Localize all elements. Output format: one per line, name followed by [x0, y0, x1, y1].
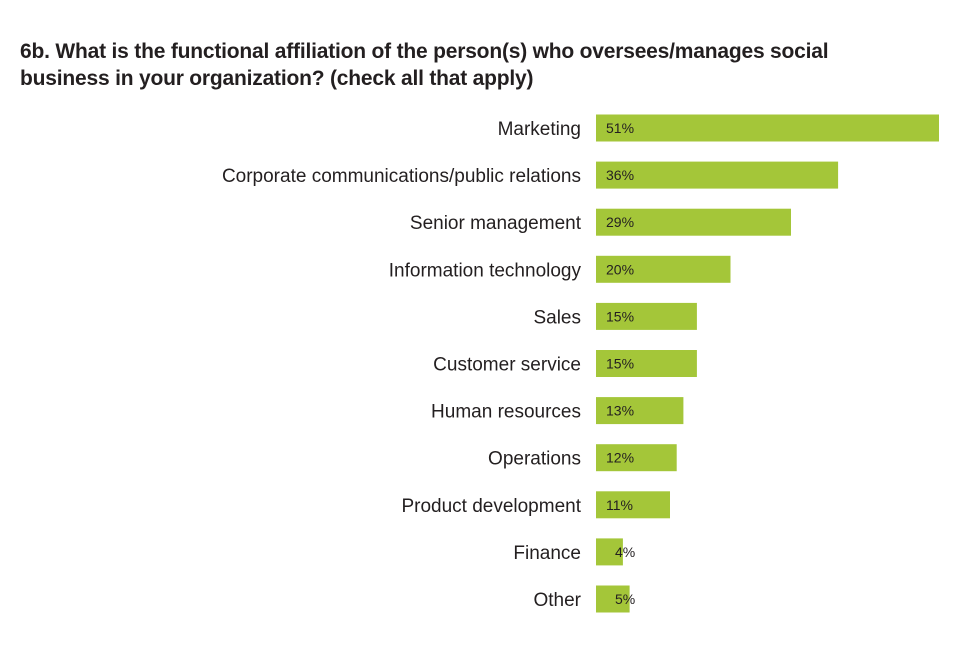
bar-8 [596, 491, 670, 519]
category-label-3: Information technology [389, 260, 582, 281]
category-label-5: Customer service [433, 355, 581, 376]
category-label-7: Operations [488, 449, 581, 470]
category-label-2: Senior management [410, 213, 582, 234]
bar-5 [596, 350, 697, 377]
bar-2 [596, 208, 791, 236]
value-label-9: 4% [615, 544, 635, 560]
chart-title: 6b. What is the functional affiliation o… [20, 40, 829, 90]
value-label-2: 29% [606, 214, 634, 230]
bar-3 [596, 255, 731, 283]
bar-1 [596, 161, 839, 189]
value-label-1: 36% [606, 167, 634, 183]
value-label-10: 5% [615, 591, 635, 607]
value-label-7: 12% [606, 450, 634, 466]
category-label-0: Marketing [498, 119, 581, 140]
value-label-0: 51% [606, 120, 634, 136]
bar-10 [596, 585, 630, 613]
value-label-5: 15% [606, 356, 634, 372]
bar-0 [596, 114, 939, 142]
value-label-6: 13% [606, 403, 634, 419]
category-label-8: Product development [401, 496, 581, 517]
value-label-8: 11% [606, 497, 633, 513]
category-label-9: Finance [513, 543, 581, 564]
bar-9 [596, 538, 623, 566]
category-label-6: Human resources [431, 402, 581, 423]
category-label-1: Corporate communications/public relation… [222, 166, 581, 187]
value-label-3: 20% [606, 261, 634, 277]
bar-4 [596, 302, 697, 330]
bar-6 [596, 397, 684, 425]
value-label-4: 15% [606, 308, 634, 324]
category-label-10: Other [533, 590, 581, 611]
bar-7 [596, 444, 677, 472]
category-label-4: Sales [533, 307, 581, 328]
